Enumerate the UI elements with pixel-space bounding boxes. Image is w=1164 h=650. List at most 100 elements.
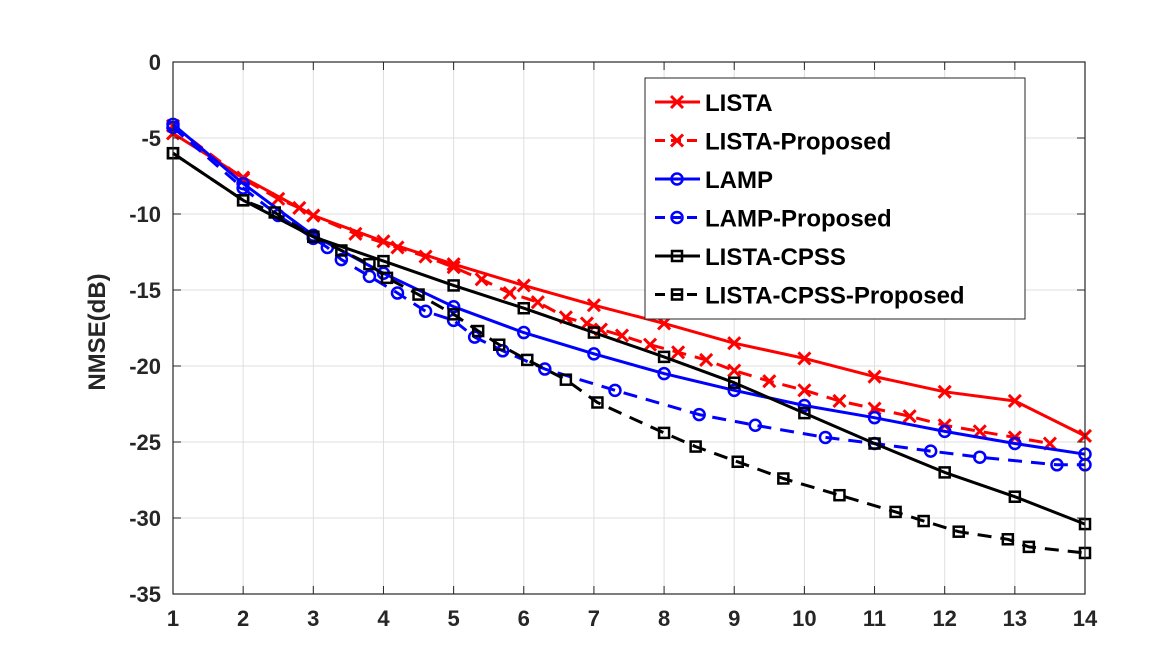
legend-box (644, 77, 1026, 320)
x-tick-label: 1 (167, 606, 179, 631)
data-point-lamp-proposed (608, 383, 622, 398)
data-point-lamp (587, 347, 601, 361)
data-point-lamp (446, 299, 461, 314)
data-point-lista-proposed (902, 409, 917, 424)
legend: LISTA LISTA-Proposed LAMP LAMP-Proposed LIST… (644, 77, 1026, 320)
legend-entry-lista: LISTA (655, 90, 773, 117)
data-point-lista (727, 336, 742, 351)
series-layer (165, 117, 1093, 560)
x-tick-label: 6 (518, 606, 530, 631)
data-point-legend-lamp-proposed (670, 210, 684, 225)
y-tick-label: 0 (149, 50, 161, 75)
data-point-lista-proposed (474, 272, 489, 287)
data-point-lamp (517, 325, 531, 340)
data-point-lista-cpss-proposed (952, 525, 965, 538)
x-tick-label: 7 (588, 606, 600, 631)
legend-entry-lista-proposed: LISTA-Proposed (655, 129, 891, 156)
data-point-lista-cpss-proposed (335, 244, 348, 257)
y-tick-label: -30 (129, 506, 161, 531)
legend-label-lamp-proposed: LAMP-Proposed (705, 206, 892, 233)
data-point-lamp (937, 424, 952, 439)
data-point-legend-lista-cpss-proposed (670, 288, 684, 301)
data-point-legend-lista-cpss (670, 249, 684, 263)
data-point-lamp-proposed (390, 286, 405, 300)
data-point-lista (586, 298, 601, 313)
data-point-lista-cpss-proposed (559, 373, 573, 386)
data-point-legend-lista (669, 94, 685, 110)
data-point-lista (446, 257, 461, 272)
series-line-lista-cpss (172, 151, 1086, 526)
data-point-lamp (657, 366, 671, 381)
x-tick-label: 11 (863, 606, 886, 631)
data-point-lamp-proposed (236, 181, 250, 195)
y-tick-label: -5 (141, 126, 161, 151)
data-point-lista-proposed (699, 352, 714, 367)
data-point-lista (867, 369, 882, 384)
data-point-lista-proposed (390, 240, 405, 255)
data-point-lista (1007, 393, 1022, 409)
series-lista-cpss-proposed (166, 146, 1092, 560)
data-point-lista-proposed (502, 285, 517, 301)
data-point-lamp (727, 383, 741, 398)
data-point-lamp-proposed (418, 304, 433, 319)
data-point-lista-proposed (271, 191, 286, 206)
data-point-lista-cpss-proposed (268, 206, 281, 219)
data-point-lista-cpss (587, 326, 601, 339)
data-point-lamp-proposed (1050, 458, 1064, 472)
data-point-lista-cpss (657, 350, 671, 364)
legend-label-lista-cpss: LISTA-CPSS (705, 244, 846, 271)
data-point-lista-cpss-proposed (689, 440, 702, 453)
data-point-lista-proposed (530, 295, 545, 310)
data-point-lista-cpss-proposed (917, 514, 930, 528)
data-point-lista-cpss-proposed (731, 455, 744, 469)
data-point-lista-cpss-proposed (591, 396, 604, 409)
data-point-lamp-proposed (362, 269, 377, 284)
legend-entry-lista-cpss: LISTA-CPSS (655, 244, 846, 271)
data-point-lista-cpss (938, 466, 951, 479)
data-point-legend-lista-proposed (669, 133, 685, 148)
data-point-lista-cpss-proposed (1022, 540, 1036, 554)
data-point-lista-cpss-proposed (777, 472, 790, 485)
legend-entry-lamp: LAMP (655, 167, 773, 194)
series-line-lista-cpss-proposed (172, 151, 1086, 555)
x-tick-label: 5 (447, 606, 459, 631)
data-point-lista-proposed (832, 393, 847, 409)
data-point-lista-cpss (517, 301, 531, 315)
data-point-lamp-proposed (538, 362, 552, 376)
data-point-lista-cpss-proposed (236, 194, 250, 207)
series-line-lista (172, 132, 1086, 438)
y-tick-label: -10 (129, 202, 161, 227)
y-axis-label: NMSE(dB) (84, 273, 111, 390)
y-tick-label: -15 (129, 278, 161, 303)
x-tick-label: 9 (728, 606, 740, 631)
legend-entry-lista-cpss-proposed: LISTA-CPSS-Proposed (655, 283, 965, 310)
y-tick-label: -35 (129, 582, 161, 607)
data-point-lista-cpss (798, 406, 811, 420)
data-point-lista-cpss-proposed (380, 271, 394, 285)
data-point-legend-lamp (670, 172, 684, 186)
series-line-lamp-proposed (172, 126, 1085, 467)
data-point-lista-proposed (642, 337, 658, 352)
data-point-lista-cpss-proposed (447, 308, 460, 321)
legend-entry-lamp-proposed: LAMP-Proposed (655, 206, 892, 233)
data-point-lamp (797, 398, 812, 413)
x-tick-label: 12 (932, 606, 956, 631)
y-tick-label: -25 (129, 430, 161, 455)
data-point-lista (516, 278, 531, 293)
x-tick-label: 3 (307, 606, 319, 631)
x-tick-label: 2 (237, 606, 249, 631)
data-point-lista (797, 351, 812, 366)
data-point-lista-cpss-proposed (363, 257, 376, 271)
data-point-lista-proposed (292, 200, 307, 215)
legend-label-lista: LISTA (705, 90, 773, 117)
data-point-lista-cpss-proposed (307, 230, 320, 244)
data-point-lamp-proposed (748, 418, 763, 433)
data-point-lista-cpss (868, 437, 881, 450)
data-point-lista-cpss-proposed (833, 488, 846, 502)
data-point-lista-proposed (348, 226, 363, 241)
legend-label-lamp: LAMP (705, 167, 773, 194)
x-tick-label: 4 (377, 606, 390, 631)
x-tick-label: 8 (658, 606, 670, 631)
data-point-lista-cpss (377, 254, 390, 268)
